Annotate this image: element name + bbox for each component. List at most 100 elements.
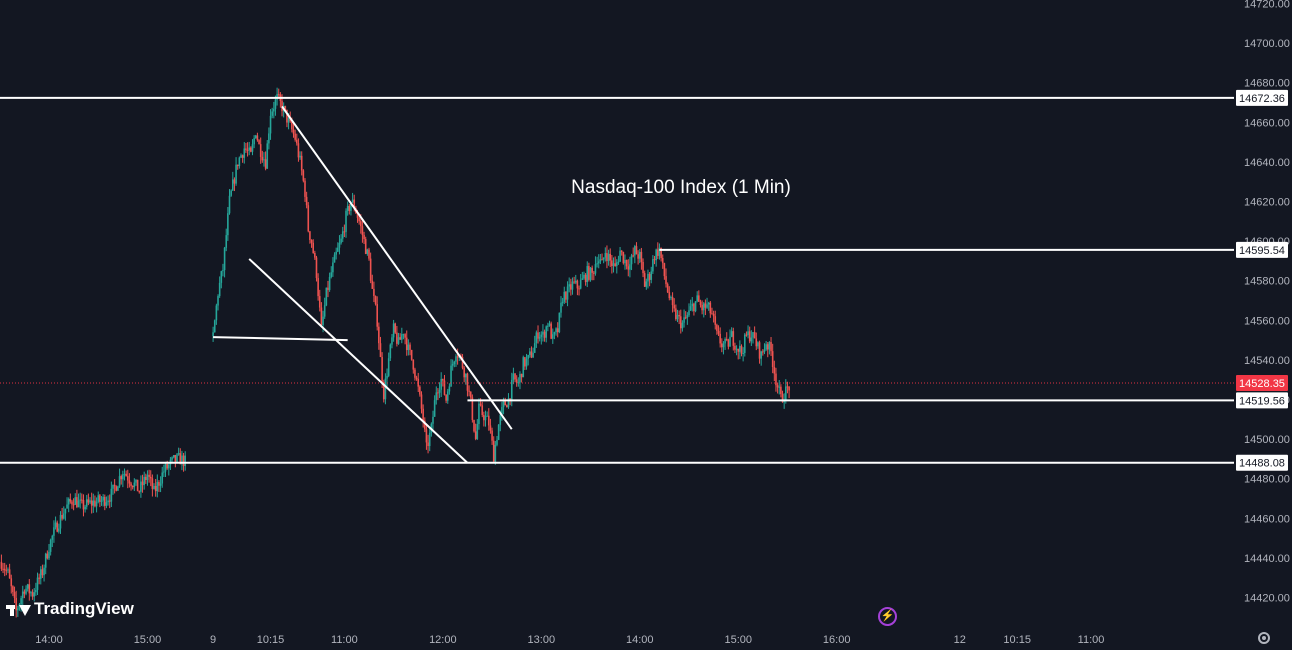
candle-body	[594, 264, 597, 274]
candle-body	[378, 326, 380, 344]
candle-body	[156, 482, 159, 492]
candle-body	[620, 250, 623, 253]
candle-body	[630, 255, 633, 265]
candle-body	[496, 439, 498, 445]
candle-body	[570, 284, 572, 290]
candle-body	[405, 337, 408, 351]
candle-body	[297, 143, 300, 158]
candle-body	[694, 301, 697, 312]
candle-body	[579, 279, 582, 289]
candle-body	[341, 231, 344, 239]
candle-body	[228, 195, 231, 214]
candle-body	[776, 385, 779, 388]
candle-body	[760, 351, 762, 359]
candle-body	[473, 419, 475, 432]
candle-body	[775, 373, 777, 386]
candle-body	[479, 403, 482, 406]
candle-body	[299, 155, 301, 158]
candle-body	[87, 499, 90, 503]
candle-body	[481, 405, 484, 415]
candle-body	[217, 296, 219, 306]
candle-body	[652, 259, 654, 272]
candle-body	[261, 156, 264, 161]
x-axis: 14:00 15:00 9 10:15 11:00 12:00 13:00 14:00 15:0…	[35, 634, 1104, 646]
candle-body	[752, 332, 754, 338]
candle-body	[556, 328, 559, 333]
candle-body	[59, 514, 62, 529]
trendline[interactable]	[281, 105, 513, 430]
candle-body	[167, 464, 170, 469]
candle-body	[504, 400, 506, 406]
candle-body	[66, 504, 68, 509]
candle-body	[38, 577, 40, 579]
candle-body	[422, 408, 424, 421]
y-axis: 14720.00 14700.00 14680.00 14660.00 14640.00…	[1236, 0, 1290, 605]
candle-body	[213, 320, 216, 333]
candle-body	[158, 482, 160, 486]
trendlines	[213, 105, 513, 464]
candle-body	[231, 179, 234, 191]
candle-body	[184, 455, 187, 467]
level-price-label: 14519.56	[1239, 395, 1285, 407]
lightning-icon[interactable]: ⚡	[878, 607, 897, 626]
level-price-label: 14672.36	[1239, 93, 1285, 105]
candle-body	[51, 535, 54, 540]
candle-body	[315, 257, 318, 279]
candle-body	[451, 363, 454, 366]
x-tick-label: 11:00	[331, 634, 358, 646]
level-price-badge	[1236, 241, 1288, 258]
candle-body	[151, 478, 154, 489]
trendline[interactable]	[248, 258, 469, 464]
candle-body	[304, 180, 306, 197]
candle-body	[716, 324, 718, 331]
candle-body	[212, 332, 214, 337]
candle-body	[542, 331, 544, 335]
y-tick-label: 14460.00	[1244, 513, 1290, 525]
candle-body	[333, 254, 336, 263]
candle-body	[525, 358, 528, 367]
candle-body	[379, 343, 382, 358]
candle-body	[392, 323, 395, 338]
candle-body	[2, 568, 4, 570]
y-tick-label: 14660.00	[1244, 117, 1290, 129]
candle-body	[532, 352, 534, 358]
candle-body	[148, 474, 150, 477]
gear-icon[interactable]	[1258, 632, 1270, 644]
candle-body	[643, 273, 646, 287]
candle-body	[67, 498, 70, 505]
candle-body	[218, 282, 221, 297]
candle-body	[13, 592, 16, 598]
candle-body	[48, 551, 50, 559]
candle-body	[36, 577, 39, 590]
candle-body	[230, 190, 232, 196]
candle-body	[220, 271, 223, 283]
candle-body	[533, 343, 536, 353]
candle-body	[10, 578, 13, 587]
candle-body	[182, 455, 185, 467]
candle-body	[788, 386, 790, 391]
candle-body	[102, 496, 104, 501]
candle-body	[21, 591, 24, 599]
candle-body	[771, 351, 774, 368]
candle-body	[487, 415, 490, 426]
candle-body	[258, 140, 260, 145]
candle-body	[177, 453, 180, 455]
candle-body	[8, 569, 11, 579]
candle-body	[483, 414, 485, 421]
candle-body	[604, 253, 607, 258]
candle-body	[617, 261, 620, 263]
y-tick-label: 14620.00	[1244, 197, 1290, 209]
trendline[interactable]	[213, 336, 348, 342]
candle-body	[573, 281, 575, 283]
candle-body	[369, 258, 372, 281]
candle-body	[665, 276, 667, 285]
tradingview-logo[interactable]: TradingView	[6, 599, 134, 619]
candle-body	[706, 304, 708, 308]
candle-body	[506, 405, 508, 408]
candle-body	[519, 373, 521, 383]
candle-body	[146, 474, 149, 481]
candle-body	[126, 476, 129, 481]
candle-body	[128, 480, 131, 484]
candle-body	[122, 474, 124, 480]
